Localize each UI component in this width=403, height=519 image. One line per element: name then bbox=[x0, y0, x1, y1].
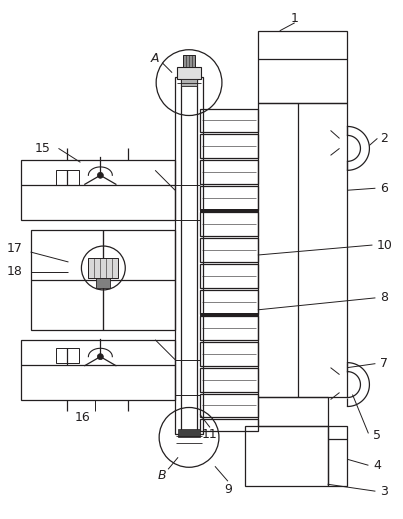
Bar bbox=[200, 264, 258, 288]
Bar bbox=[178, 429, 200, 438]
Bar bbox=[88, 258, 118, 278]
Bar bbox=[245, 427, 328, 486]
Text: A: A bbox=[151, 52, 160, 65]
Bar bbox=[200, 313, 258, 317]
Bar bbox=[200, 367, 258, 391]
Text: 5: 5 bbox=[374, 429, 381, 442]
Bar bbox=[21, 340, 175, 400]
Bar bbox=[200, 419, 258, 431]
Bar bbox=[96, 278, 110, 288]
Text: 18: 18 bbox=[7, 265, 23, 279]
Bar bbox=[200, 212, 258, 236]
Bar bbox=[56, 170, 79, 185]
Circle shape bbox=[98, 353, 103, 360]
Bar bbox=[200, 238, 258, 262]
Text: 16: 16 bbox=[75, 411, 90, 424]
Text: 15: 15 bbox=[35, 142, 50, 155]
Text: B: B bbox=[158, 469, 166, 482]
Bar bbox=[200, 108, 258, 132]
Text: 4: 4 bbox=[374, 459, 381, 472]
Bar bbox=[328, 427, 347, 486]
Bar bbox=[177, 66, 201, 78]
Bar bbox=[181, 78, 197, 86]
Bar bbox=[258, 397, 328, 427]
Bar bbox=[200, 160, 258, 184]
Text: 2: 2 bbox=[380, 132, 388, 145]
Bar bbox=[200, 342, 258, 365]
Text: 3: 3 bbox=[380, 485, 388, 498]
Bar bbox=[200, 393, 258, 417]
Bar bbox=[31, 230, 175, 330]
Text: 1: 1 bbox=[291, 12, 299, 25]
Text: 17: 17 bbox=[7, 241, 23, 254]
Bar bbox=[200, 316, 258, 340]
Text: 8: 8 bbox=[380, 291, 388, 304]
Bar bbox=[258, 31, 347, 103]
Bar bbox=[200, 290, 258, 314]
Bar bbox=[200, 209, 258, 213]
Text: 7: 7 bbox=[380, 357, 388, 370]
Text: 10: 10 bbox=[376, 239, 392, 252]
Bar bbox=[258, 103, 347, 397]
Bar bbox=[175, 77, 203, 434]
Bar bbox=[21, 160, 175, 220]
Bar bbox=[56, 348, 79, 363]
Bar bbox=[183, 54, 195, 66]
Text: 11: 11 bbox=[202, 428, 218, 441]
Bar bbox=[200, 134, 258, 158]
Text: 6: 6 bbox=[380, 182, 388, 195]
Circle shape bbox=[98, 172, 103, 179]
Bar bbox=[200, 186, 258, 210]
Text: 9: 9 bbox=[224, 483, 232, 496]
